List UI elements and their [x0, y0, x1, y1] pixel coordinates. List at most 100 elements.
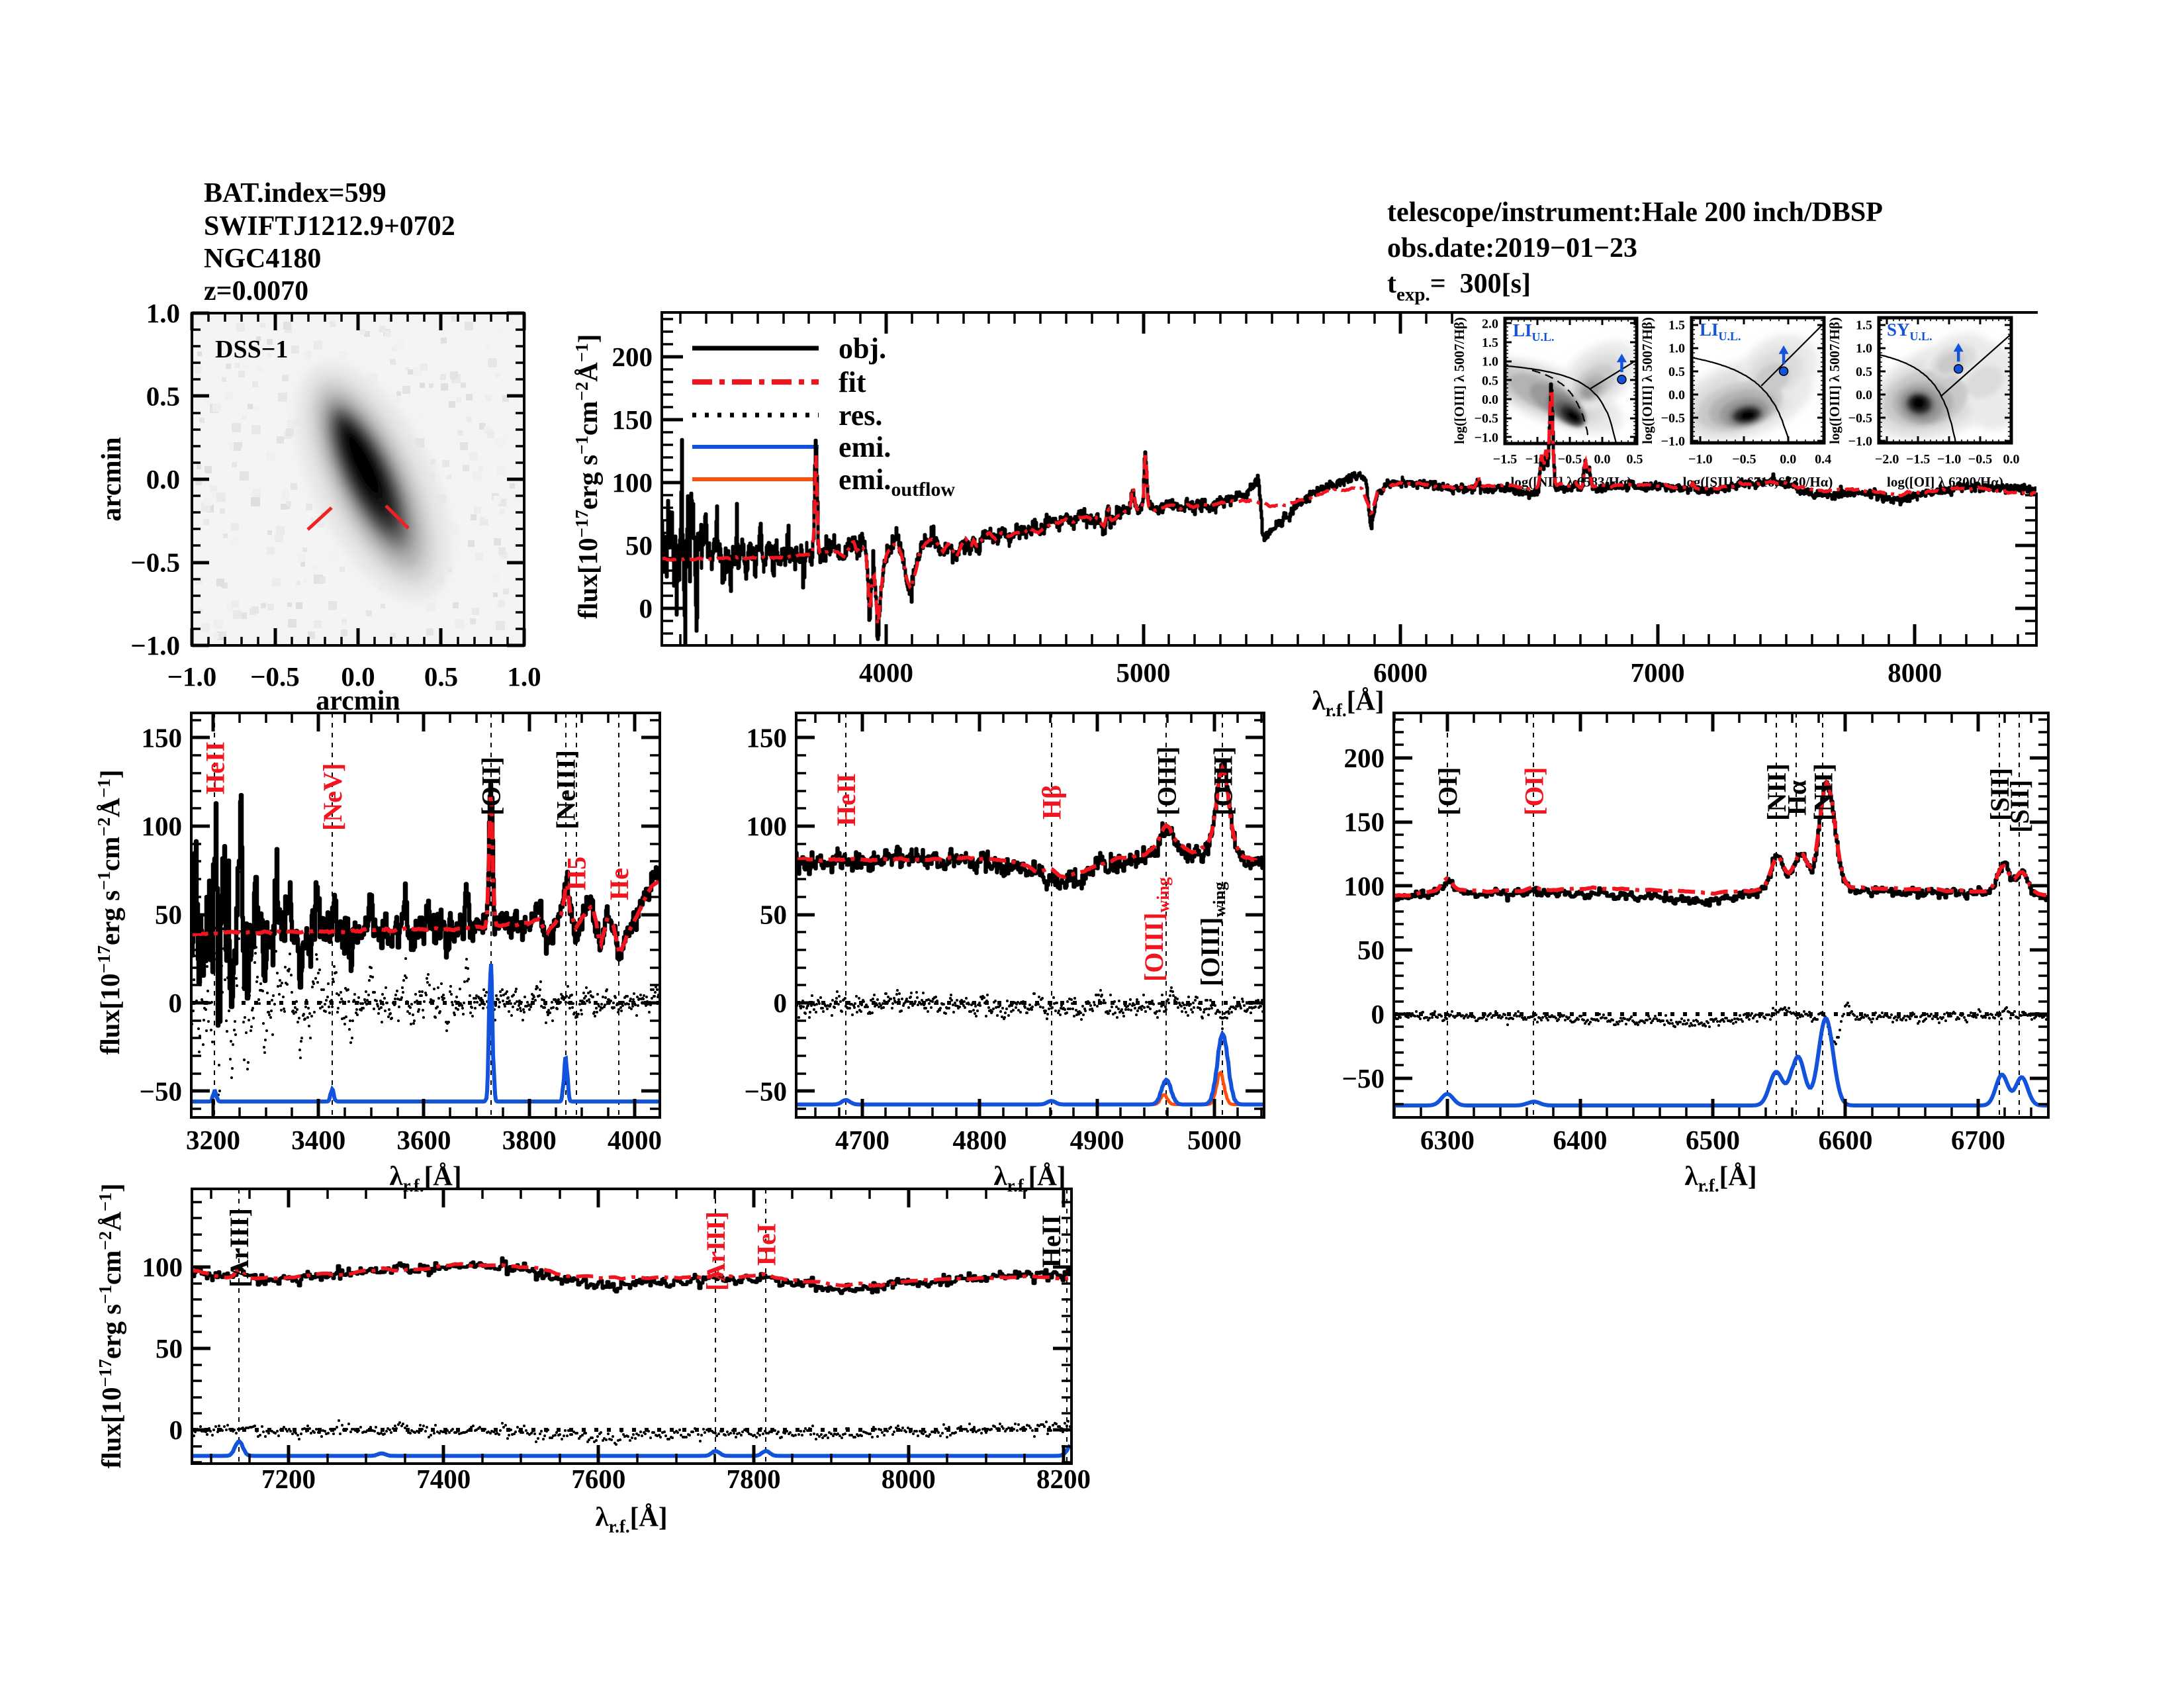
svg-text:−0.5: −0.5 [1661, 411, 1685, 426]
svg-text:−0.5: −0.5 [1732, 452, 1756, 467]
svg-text:He: He [604, 868, 634, 900]
svg-text:H5: H5 [562, 857, 592, 890]
svg-text:log([OIII] λ 5007/Hβ): log([OIII] λ 5007/Hβ) [1639, 317, 1655, 444]
svg-text:fit: fit [839, 366, 866, 399]
svg-text:Hβ: Hβ [1037, 785, 1067, 820]
svg-text:1.0: 1.0 [1482, 355, 1498, 369]
svg-text:0.5: 0.5 [1856, 365, 1872, 379]
svg-text:4000: 4000 [859, 657, 913, 688]
svg-text:λr.f.[Å]: λr.f.[Å] [1684, 1160, 1756, 1196]
svg-text:−50: −50 [140, 1076, 182, 1107]
svg-text:BAT.index=599: BAT.index=599 [204, 178, 387, 209]
svg-text:0.0: 0.0 [1482, 393, 1498, 407]
svg-text:−0.5: −0.5 [1848, 411, 1872, 426]
svg-text:4900: 4900 [1070, 1125, 1124, 1155]
svg-text:100: 100 [747, 811, 788, 841]
svg-text:3800: 3800 [502, 1125, 557, 1155]
svg-text:0: 0 [169, 988, 183, 1018]
svg-text:0.5: 0.5 [1668, 365, 1685, 379]
svg-text:HeII: HeII [200, 741, 230, 794]
svg-text:7000: 7000 [1631, 657, 1685, 688]
svg-text:−1.5: −1.5 [1493, 452, 1517, 467]
svg-text:flux[10−17erg s−1cm−2Å−1]: flux[10−17erg s−1cm−2Å−1] [95, 1184, 126, 1469]
svg-text:8000: 8000 [1888, 657, 1942, 688]
svg-text:[NII]: [NII] [1762, 763, 1792, 821]
svg-text:0.0: 0.0 [146, 464, 180, 494]
svg-text:emi.: emi. [839, 431, 891, 463]
svg-text:HeII: HeII [1036, 1215, 1066, 1268]
svg-text:1.5: 1.5 [1482, 336, 1498, 350]
svg-text:[NII]: [NII] [1808, 763, 1838, 821]
svg-text:50: 50 [155, 900, 182, 930]
svg-text:λr.f.[Å]: λr.f.[Å] [1312, 685, 1384, 720]
svg-text:SWIFTJ1212.9+0702: SWIFTJ1212.9+0702 [204, 211, 455, 242]
svg-text:7800: 7800 [727, 1464, 781, 1494]
svg-text:50: 50 [760, 900, 787, 930]
svg-text:[SII]: [SII] [1985, 768, 2015, 821]
svg-text:0.5: 0.5 [1627, 452, 1643, 467]
svg-text:λr.f.[Å]: λr.f.[Å] [993, 1160, 1066, 1196]
svg-text:200: 200 [1344, 743, 1385, 773]
svg-text:7400: 7400 [416, 1464, 471, 1494]
svg-text:[SII]: [SII] [2005, 780, 2034, 833]
svg-text:−0.5: −0.5 [1968, 452, 1992, 467]
svg-text:−0.5: −0.5 [250, 661, 300, 692]
svg-text:−1.5: −1.5 [1906, 452, 1930, 467]
svg-text:7200: 7200 [261, 1464, 316, 1494]
svg-text:λr.f.[Å]: λr.f.[Å] [389, 1160, 461, 1196]
svg-text:arcmin: arcmin [316, 686, 400, 716]
svg-text:−0.5: −0.5 [130, 547, 180, 578]
svg-text:[OI]: [OI] [1519, 767, 1549, 816]
svg-text:obj.: obj. [839, 332, 886, 365]
svg-text:flux[10−17erg s−1cm−2Å−1]: flux[10−17erg s−1cm−2Å−1] [94, 770, 125, 1055]
svg-text:4800: 4800 [952, 1125, 1007, 1155]
svg-text:HeI: HeI [751, 1223, 781, 1266]
svg-text:1.0: 1.0 [1856, 342, 1872, 356]
svg-text:0: 0 [639, 593, 653, 624]
svg-text:−1.0: −1.0 [1688, 452, 1712, 467]
svg-text:−0.5: −0.5 [1558, 452, 1582, 467]
svg-text:−1.0: −1.0 [130, 630, 180, 661]
svg-text:1.5: 1.5 [1856, 318, 1872, 333]
svg-text:texp.= 300[s]: texp.= 300[s] [1387, 269, 1531, 305]
svg-text:[OII]: [OII] [477, 757, 506, 816]
svg-text:150: 150 [1344, 807, 1385, 837]
svg-text:log([OIII] λ 5007/Hβ): log([OIII] λ 5007/Hβ) [1827, 317, 1843, 444]
svg-text:1.5: 1.5 [1668, 318, 1685, 333]
svg-text:6600: 6600 [1819, 1125, 1873, 1155]
svg-text:100: 100 [142, 1252, 183, 1282]
svg-text:−2.0: −2.0 [1875, 452, 1899, 467]
svg-text:−50: −50 [745, 1076, 787, 1107]
svg-text:−1.0: −1.0 [167, 661, 217, 692]
svg-text:telescope/instrument:Hale 200: telescope/instrument:Hale 200 inch/DBSP [1387, 197, 1883, 228]
svg-text:[NeIII]: [NeIII] [551, 750, 581, 829]
svg-text:Hα: Hα [1782, 780, 1811, 816]
svg-text:[OIII]: [OIII] [1152, 747, 1181, 816]
svg-text:6300: 6300 [1420, 1125, 1475, 1155]
svg-text:z=0.0070: z=0.0070 [204, 276, 308, 306]
svg-text:6500: 6500 [1686, 1125, 1740, 1155]
svg-text:−1.0: −1.0 [1661, 434, 1685, 449]
svg-text:0.0: 0.0 [1780, 452, 1796, 467]
svg-text:DSS−1: DSS−1 [215, 336, 288, 363]
svg-text:0.5: 0.5 [424, 661, 458, 692]
svg-text:0: 0 [774, 988, 788, 1018]
svg-text:100: 100 [142, 811, 183, 841]
svg-text:0.0: 0.0 [1668, 388, 1685, 402]
svg-text:150: 150 [747, 723, 788, 753]
svg-text:0: 0 [1371, 999, 1385, 1029]
svg-text:3600: 3600 [397, 1125, 451, 1155]
svg-text:200: 200 [612, 342, 653, 372]
svg-text:[OI]: [OI] [1433, 767, 1463, 816]
svg-text:50: 50 [625, 530, 653, 561]
svg-text:0.5: 0.5 [1482, 373, 1498, 388]
svg-text:res.: res. [839, 399, 882, 432]
svg-text:0: 0 [169, 1415, 183, 1445]
svg-text:6400: 6400 [1553, 1125, 1608, 1155]
svg-text:6700: 6700 [1951, 1125, 2005, 1155]
svg-text:λr.f.[Å]: λr.f.[Å] [595, 1501, 667, 1536]
svg-text:NGC4180: NGC4180 [204, 244, 321, 274]
svg-text:3200: 3200 [186, 1125, 240, 1155]
svg-text:log([OIII] λ 5007/Hβ): log([OIII] λ 5007/Hβ) [1451, 317, 1467, 444]
svg-text:LIU.L.: LIU.L. [1700, 320, 1741, 343]
